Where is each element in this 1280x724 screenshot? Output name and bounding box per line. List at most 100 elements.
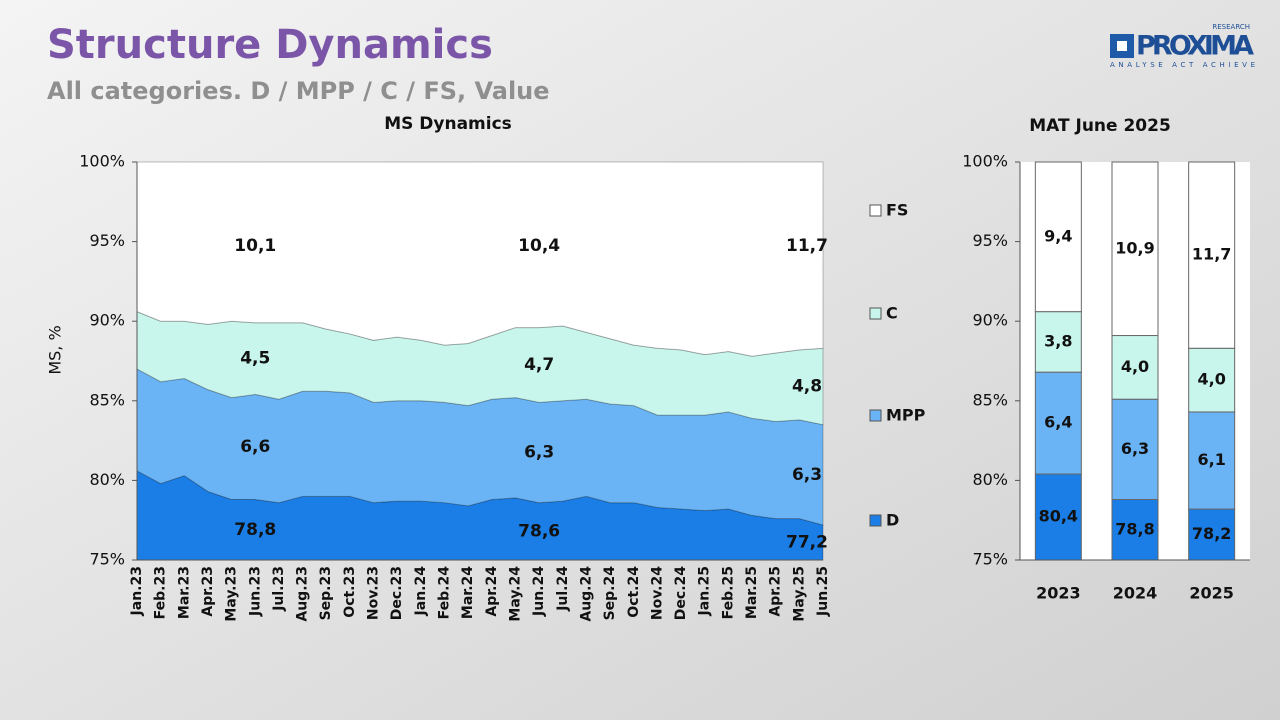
data-label: 6,3 xyxy=(1121,439,1149,458)
x-tick-label: Apr.25 xyxy=(768,566,784,617)
x-tick-label: Nov.24 xyxy=(649,566,665,620)
subtitle: All categories. D / MPP / C / FS, Value xyxy=(47,77,550,105)
x-tick-label: Aug.23 xyxy=(295,566,311,622)
x-tick-label: Jun.23 xyxy=(247,566,263,617)
data-label: 11,7 xyxy=(1192,245,1231,264)
data-label: 10,9 xyxy=(1115,238,1154,257)
data-label: 78,2 xyxy=(1192,524,1231,543)
data-label: 6,3 xyxy=(524,443,554,463)
x-tick-label: Jul.23 xyxy=(271,566,287,612)
data-label: 4,8 xyxy=(792,376,822,396)
x-tick-label: Jan.24 xyxy=(413,566,429,617)
x-tick-label: Jun.25 xyxy=(815,566,831,617)
bar-segment xyxy=(1188,161,1236,349)
y-tick-label: 90% xyxy=(972,311,1008,330)
bar-segment xyxy=(1034,371,1082,475)
y-tick-label: 95% xyxy=(89,231,125,250)
bar-segment xyxy=(1188,347,1236,413)
y-tick-label: 95% xyxy=(972,231,1008,250)
x-tick-label: Sep.24 xyxy=(602,566,618,621)
data-label: 4,7 xyxy=(524,355,554,375)
y-tick-label: 80% xyxy=(972,470,1008,489)
y-tick-label: 85% xyxy=(89,390,125,409)
bar-segment xyxy=(1188,508,1236,561)
x-tick-label: Jul.24 xyxy=(555,566,571,612)
data-label: 6,4 xyxy=(1044,413,1072,432)
legend-label: D xyxy=(886,511,899,530)
x-tick-label: Dec.24 xyxy=(673,566,689,620)
y-tick-label: 85% xyxy=(972,390,1008,409)
legend-label: MPP xyxy=(886,406,926,425)
x-tick-label: Jan.25 xyxy=(697,566,713,616)
data-label: 77,2 xyxy=(786,532,828,552)
y-tick-label: 100% xyxy=(79,152,125,171)
data-label: 6,1 xyxy=(1197,450,1225,469)
x-tick-label: Oct.23 xyxy=(342,566,358,618)
data-label: 6,6 xyxy=(240,437,270,457)
x-tick-label: Mar.24 xyxy=(460,566,476,619)
x-tick-label: Mar.23 xyxy=(176,566,192,619)
data-label: 11,7 xyxy=(786,236,828,256)
x-tick-label: Feb.23 xyxy=(153,566,169,619)
y-tick-label: 100% xyxy=(962,152,1008,171)
legend-swatch xyxy=(869,204,882,217)
y-tick-label: 75% xyxy=(89,550,125,569)
x-tick-label: Dec.23 xyxy=(389,566,405,620)
data-label: 78,8 xyxy=(234,520,276,540)
x-tick-label: 2025 xyxy=(1189,584,1234,603)
title: Structure Dynamics xyxy=(47,22,493,68)
area xyxy=(136,310,824,426)
x-tick-label: Apr.23 xyxy=(200,566,216,617)
logo-inner xyxy=(1117,41,1127,51)
area xyxy=(136,368,824,526)
data-label: 80,4 xyxy=(1039,507,1078,526)
x-tick-label: Aug.24 xyxy=(578,566,594,622)
data-label: 9,4 xyxy=(1044,226,1072,245)
bar-segment xyxy=(1111,398,1159,501)
legend-swatch xyxy=(869,307,882,320)
y-tick-label: 90% xyxy=(89,311,125,330)
y-tick-label: 80% xyxy=(89,470,125,489)
x-tick-label: May.23 xyxy=(224,566,240,622)
x-tick-label: Jan.23 xyxy=(129,566,145,616)
data-label: 10,4 xyxy=(518,236,560,256)
x-tick-label: Feb.24 xyxy=(437,566,453,620)
x-tick-label: Sep.23 xyxy=(318,566,334,620)
x-tick-label: Nov.23 xyxy=(366,566,382,620)
x-tick-label: Jun.24 xyxy=(531,566,547,617)
x-tick-label: May.24 xyxy=(507,566,523,622)
x-tick-label: 2023 xyxy=(1036,584,1081,603)
bar-segment xyxy=(1111,335,1159,400)
bar-segment xyxy=(1188,411,1236,510)
x-tick-label: 2024 xyxy=(1113,584,1158,603)
logo-tagline: ANALYSE ACT ACHIEVE xyxy=(1110,61,1255,69)
bar-segment xyxy=(1034,473,1082,561)
x-tick-label: Mar.25 xyxy=(744,566,760,619)
x-tick-label: May.25 xyxy=(791,566,807,622)
chart-title: MS Dynamics xyxy=(384,114,512,134)
legend-swatch xyxy=(869,514,882,527)
legend-label: C xyxy=(886,304,898,323)
data-label: 4,5 xyxy=(240,349,270,369)
data-label: 3,8 xyxy=(1044,331,1072,350)
area xyxy=(136,161,824,357)
bar-segment xyxy=(1034,161,1082,313)
logo-top: RESEARCH xyxy=(1212,23,1250,31)
data-label: 6,3 xyxy=(792,465,822,485)
data-label: 10,1 xyxy=(234,236,276,256)
legend-label: FS xyxy=(886,201,908,220)
data-label: 78,6 xyxy=(518,521,560,541)
x-tick-label: Apr.24 xyxy=(484,566,500,617)
x-tick-label: Feb.25 xyxy=(720,566,736,619)
data-label: 4,0 xyxy=(1197,370,1225,389)
logo-name: PROXIMA xyxy=(1136,31,1254,62)
data-label: 78,8 xyxy=(1115,519,1154,538)
legend-swatch xyxy=(869,409,882,422)
y-axis-label: MS, % xyxy=(46,325,65,374)
bar-segment xyxy=(1034,311,1082,373)
bar-segment xyxy=(1111,161,1159,337)
x-tick-label: Oct.24 xyxy=(626,566,642,618)
y-tick-label: 75% xyxy=(972,550,1008,569)
bar-segment xyxy=(1111,499,1159,561)
